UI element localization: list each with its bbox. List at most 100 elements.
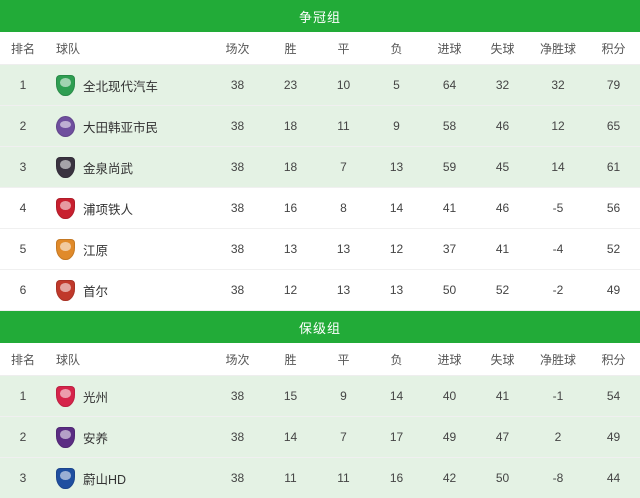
cell-goal-diff: -1 bbox=[552, 389, 564, 403]
header-team: 球队 bbox=[56, 352, 81, 367]
daejeon-hana-citizen-crest bbox=[56, 115, 75, 137]
cell-rank: 3 bbox=[19, 471, 27, 485]
column-header-row: 排名 球队 场次 胜 平 负 进球 失球 净胜球 积分 bbox=[0, 32, 640, 65]
cell-win: 18 bbox=[283, 160, 298, 174]
cell-played: 38 bbox=[230, 389, 245, 403]
cell-goal-diff: 12 bbox=[551, 119, 565, 133]
cell-team[interactable]: 蔚山HD bbox=[46, 467, 211, 489]
cell-draw: 8 bbox=[340, 201, 347, 215]
cell-loss: 13 bbox=[389, 283, 404, 297]
header-points: 积分 bbox=[601, 352, 626, 367]
cell-played: 38 bbox=[230, 430, 245, 444]
fc-seoul-crest bbox=[56, 279, 75, 301]
cell-loss: 12 bbox=[389, 242, 404, 256]
cell-team[interactable]: 大田韩亚市民 bbox=[46, 115, 211, 137]
gimcheon-sangmu-crest bbox=[56, 156, 75, 178]
header-played: 场次 bbox=[225, 41, 250, 56]
cell-goals-for: 59 bbox=[442, 160, 457, 174]
cell-rank: 6 bbox=[19, 283, 27, 297]
cell-team[interactable]: 金泉尚武 bbox=[46, 156, 211, 178]
cell-win: 18 bbox=[283, 119, 298, 133]
cell-team[interactable]: 全北现代汽车 bbox=[46, 74, 211, 96]
cell-win: 14 bbox=[283, 430, 298, 444]
header-win: 胜 bbox=[284, 41, 297, 56]
section-title-banner: 争冠组 bbox=[0, 0, 640, 32]
cell-goal-diff: -4 bbox=[552, 242, 564, 256]
section-title-text: 保级组 bbox=[298, 320, 341, 336]
cell-goals-against: 50 bbox=[495, 471, 510, 485]
cell-rank: 5 bbox=[19, 242, 27, 256]
cell-goal-diff: -8 bbox=[552, 471, 564, 485]
header-team: 球队 bbox=[56, 41, 81, 56]
cell-win: 23 bbox=[283, 78, 298, 92]
table-row[interactable]: 2 安养 38 14 7 17 49 47 2 49 bbox=[0, 417, 640, 458]
cell-draw: 7 bbox=[340, 160, 347, 174]
cell-loss: 13 bbox=[389, 160, 404, 174]
cell-draw: 9 bbox=[340, 389, 347, 403]
cell-draw: 13 bbox=[336, 242, 351, 256]
cell-loss: 9 bbox=[393, 119, 400, 133]
team-name: 蔚山HD bbox=[83, 472, 127, 487]
cell-draw: 11 bbox=[337, 471, 350, 485]
team-name: 光州 bbox=[83, 390, 109, 405]
cell-loss: 17 bbox=[389, 430, 404, 444]
cell-points: 79 bbox=[606, 78, 621, 92]
header-win: 胜 bbox=[284, 352, 297, 367]
cell-team[interactable]: 光州 bbox=[46, 385, 211, 407]
cell-win: 16 bbox=[283, 201, 298, 215]
cell-rank: 2 bbox=[19, 430, 27, 444]
cell-goals-for: 50 bbox=[442, 283, 457, 297]
cell-points: 54 bbox=[606, 389, 621, 403]
cell-rank: 4 bbox=[19, 201, 27, 215]
table-row[interactable]: 3 金泉尚武 38 18 7 13 59 45 14 61 bbox=[0, 147, 640, 188]
table-row[interactable]: 1 光州 38 15 9 14 40 41 -1 54 bbox=[0, 376, 640, 417]
header-played: 场次 bbox=[225, 352, 250, 367]
cell-team[interactable]: 安养 bbox=[46, 426, 211, 448]
cell-team[interactable]: 浦项铁人 bbox=[46, 197, 211, 219]
cell-goal-diff: 14 bbox=[551, 160, 565, 174]
cell-goals-against: 41 bbox=[495, 242, 510, 256]
cell-loss: 16 bbox=[389, 471, 404, 485]
cell-rank: 3 bbox=[19, 160, 27, 174]
cell-goals-against: 46 bbox=[495, 119, 510, 133]
cell-rank: 1 bbox=[19, 389, 27, 403]
table-row[interactable]: 4 浦项铁人 38 16 8 14 41 46 -5 56 bbox=[0, 188, 640, 229]
header-goals-for: 进球 bbox=[437, 41, 462, 56]
cell-win: 11 bbox=[284, 471, 297, 485]
header-rank: 排名 bbox=[10, 352, 35, 367]
cell-points: 61 bbox=[606, 160, 621, 174]
team-name: 浦项铁人 bbox=[83, 202, 134, 217]
cell-rank: 1 bbox=[19, 78, 27, 92]
cell-goal-diff: 32 bbox=[551, 78, 565, 92]
section-title-text: 争冠组 bbox=[298, 9, 341, 25]
table-row[interactable]: 2 大田韩亚市民 38 18 11 9 58 46 12 65 bbox=[0, 106, 640, 147]
cell-goal-diff: 2 bbox=[554, 430, 562, 444]
cell-goals-for: 37 bbox=[442, 242, 457, 256]
team-name: 全北现代汽车 bbox=[83, 79, 159, 94]
table-row[interactable]: 5 江原 38 13 13 12 37 41 -4 52 bbox=[0, 229, 640, 270]
cell-goals-for: 41 bbox=[442, 201, 457, 215]
header-loss: 负 bbox=[390, 41, 403, 56]
header-goals-against: 失球 bbox=[490, 352, 515, 367]
gwangju-fc-crest bbox=[56, 385, 75, 407]
cell-points: 52 bbox=[606, 242, 621, 256]
cell-goals-against: 47 bbox=[495, 430, 510, 444]
header-loss: 负 bbox=[390, 352, 403, 367]
cell-team[interactable]: 首尔 bbox=[46, 279, 211, 301]
cell-team[interactable]: 江原 bbox=[46, 238, 211, 260]
cell-played: 38 bbox=[230, 78, 245, 92]
table-row[interactable]: 1 全北现代汽车 38 23 10 5 64 32 32 79 bbox=[0, 65, 640, 106]
team-name: 江原 bbox=[83, 243, 109, 258]
cell-played: 38 bbox=[230, 283, 245, 297]
cell-draw: 11 bbox=[337, 119, 350, 133]
cell-points: 49 bbox=[606, 283, 621, 297]
cell-goals-for: 58 bbox=[442, 119, 457, 133]
fc-anyang-crest bbox=[56, 426, 75, 448]
cell-points: 65 bbox=[606, 119, 621, 133]
cell-points: 49 bbox=[606, 430, 621, 444]
table-row[interactable]: 3 蔚山HD 38 11 11 16 42 50 -8 44 bbox=[0, 458, 640, 498]
cell-played: 38 bbox=[230, 201, 245, 215]
cell-goal-diff: -2 bbox=[552, 283, 564, 297]
table-row[interactable]: 6 首尔 38 12 13 13 50 52 -2 49 bbox=[0, 270, 640, 311]
team-name: 大田韩亚市民 bbox=[83, 120, 159, 135]
